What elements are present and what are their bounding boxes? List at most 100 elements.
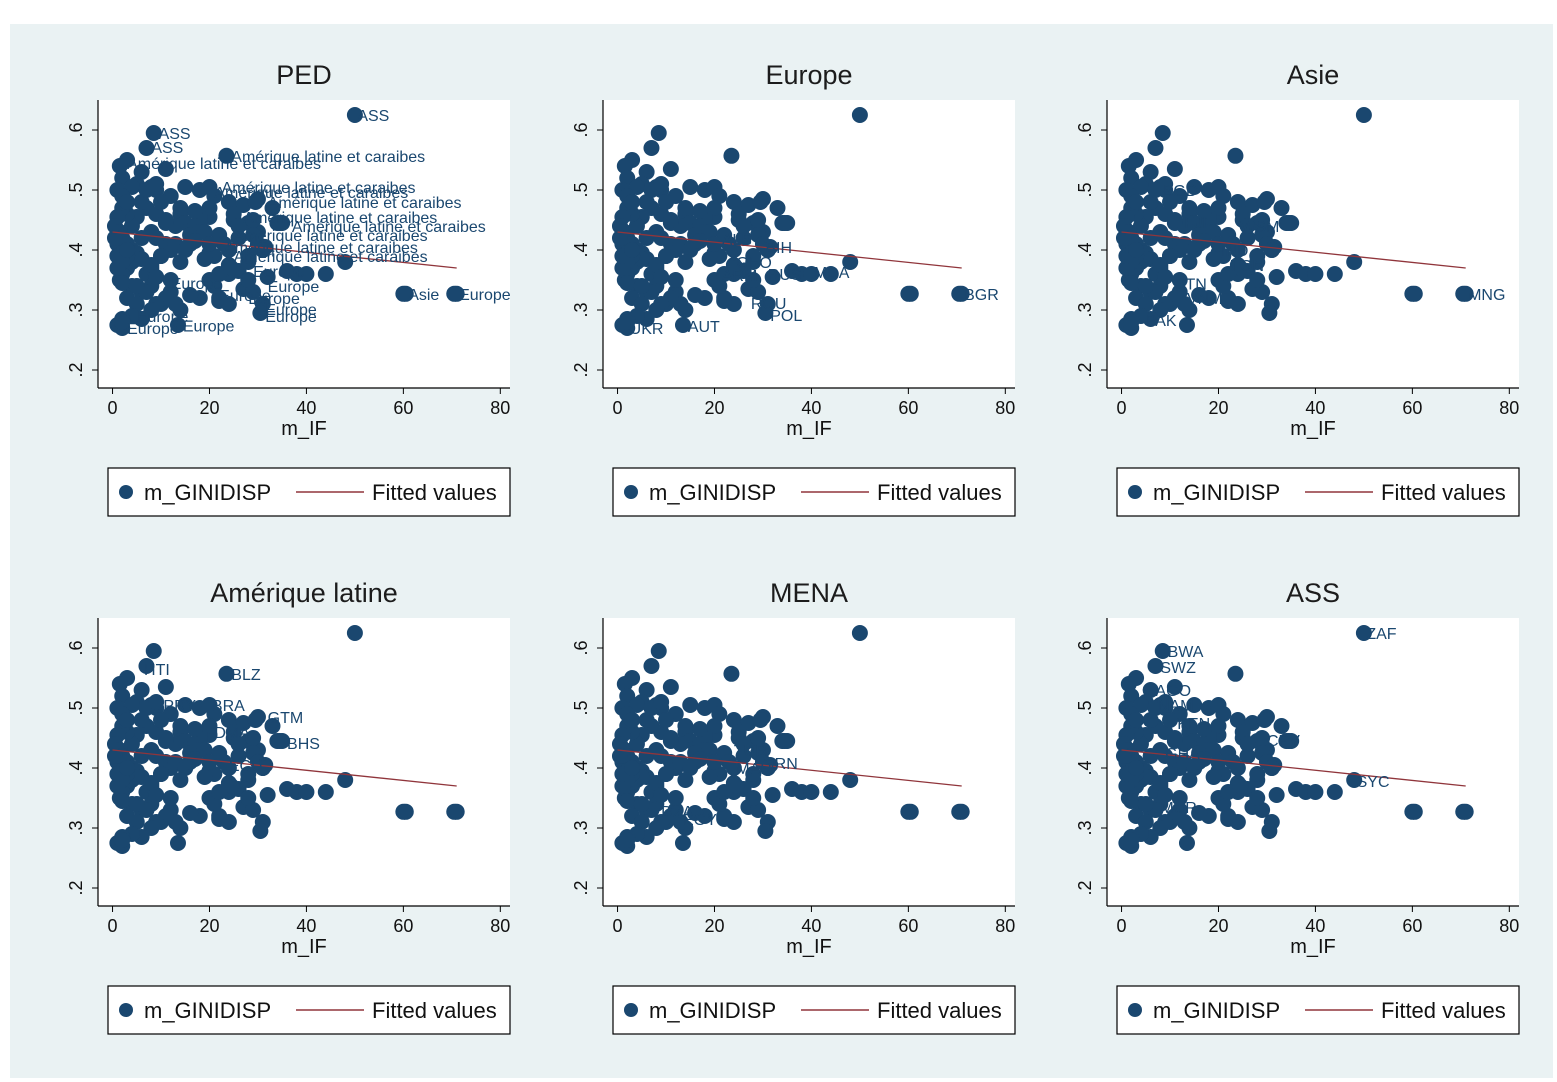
data-point bbox=[145, 643, 162, 659]
point-label: SWZ bbox=[1160, 660, 1196, 677]
data-point bbox=[148, 748, 165, 764]
data-point bbox=[1215, 796, 1232, 812]
point-label: AGO bbox=[1155, 683, 1191, 700]
data-point bbox=[750, 212, 767, 228]
point-label: Amérique latine et caraibes bbox=[214, 185, 408, 202]
data-point bbox=[643, 658, 660, 674]
fit-line bbox=[1121, 231, 1466, 269]
x-tick-label: 40 bbox=[296, 398, 316, 418]
point-label: Amérique latine et caraibes bbox=[224, 240, 418, 257]
point-label: RUS bbox=[768, 267, 802, 284]
point-label: GHA bbox=[1165, 746, 1200, 763]
data-point bbox=[182, 287, 199, 303]
data-point bbox=[735, 218, 752, 234]
data-point bbox=[1181, 254, 1198, 270]
data-point bbox=[1142, 194, 1159, 210]
fit-line bbox=[112, 749, 457, 787]
y-tick-label: .3 bbox=[571, 820, 591, 835]
panel-3: Amérique latine .2 .3 .4 .5 .6 0 20 40 60 80 m_IF HT… bbox=[66, 578, 511, 1035]
data-point bbox=[769, 200, 786, 216]
data-point bbox=[616, 158, 633, 174]
data-point bbox=[1118, 260, 1135, 276]
data-point bbox=[186, 721, 203, 737]
data-point bbox=[1178, 317, 1195, 333]
data-point bbox=[1181, 200, 1198, 216]
x-axis-label: m_IF bbox=[281, 936, 327, 958]
point-label: BHS bbox=[287, 736, 320, 753]
data-point bbox=[143, 257, 160, 273]
data-point bbox=[346, 625, 363, 641]
data-point bbox=[677, 200, 694, 216]
data-point bbox=[667, 272, 684, 288]
legend-marker bbox=[1128, 1003, 1142, 1017]
data-point bbox=[114, 832, 131, 848]
data-point bbox=[298, 784, 315, 800]
data-point bbox=[662, 730, 679, 746]
data-point bbox=[114, 314, 131, 330]
data-point bbox=[1123, 275, 1140, 291]
data-point bbox=[259, 787, 276, 803]
data-point bbox=[803, 784, 820, 800]
point-label: BGR bbox=[964, 287, 999, 304]
data-point bbox=[745, 766, 762, 782]
data-point bbox=[616, 676, 633, 692]
x-tick-label: 80 bbox=[1499, 398, 1519, 418]
data-point bbox=[900, 285, 917, 302]
legend-label-line: Fitted values bbox=[1381, 998, 1506, 1023]
data-point bbox=[900, 803, 917, 820]
data-point bbox=[1280, 733, 1297, 749]
data-point bbox=[162, 790, 179, 806]
point-label: Amérique latine et caraibes bbox=[234, 249, 428, 266]
data-point bbox=[206, 706, 223, 722]
panel-2: Asie .2 .3 .4 .5 .6 0 20 40 60 80 m_IF BGD FJI WSM INDT… bbox=[1075, 60, 1520, 517]
data-point bbox=[745, 272, 762, 288]
data-point bbox=[619, 832, 636, 848]
point-label: Asie bbox=[408, 287, 439, 304]
legend-label-marker: m_GINIDISP bbox=[1153, 480, 1280, 505]
point-label: WSM bbox=[1240, 219, 1279, 236]
point-label: Europe bbox=[268, 279, 320, 296]
y-tick-label: .5 bbox=[571, 700, 591, 715]
data-point bbox=[711, 706, 728, 722]
data-point bbox=[1256, 712, 1273, 728]
point-label: ZAF bbox=[1366, 626, 1396, 643]
data-point bbox=[653, 787, 670, 803]
data-point bbox=[728, 778, 745, 794]
data-point bbox=[628, 218, 645, 234]
point-label: Amérique latine et caraibes bbox=[222, 180, 416, 197]
y-tick-label: .2 bbox=[66, 880, 86, 895]
data-point bbox=[230, 230, 247, 246]
data-point bbox=[1128, 194, 1145, 210]
data-point bbox=[1171, 790, 1188, 806]
data-point bbox=[701, 251, 718, 267]
data-point bbox=[691, 203, 708, 219]
point-label: MAR bbox=[736, 761, 772, 778]
data-point bbox=[851, 625, 868, 641]
x-tick-label: 20 bbox=[1208, 398, 1228, 418]
data-point bbox=[764, 787, 781, 803]
point-label: AUT bbox=[688, 319, 720, 336]
data-point bbox=[723, 665, 740, 682]
data-point bbox=[611, 230, 628, 246]
y-tick-label: .4 bbox=[1075, 242, 1095, 257]
data-point bbox=[711, 188, 728, 204]
x-axis-label: m_IF bbox=[786, 936, 832, 958]
data-point bbox=[157, 730, 174, 746]
data-point bbox=[119, 242, 136, 258]
y-tick-label: .3 bbox=[1075, 820, 1095, 835]
data-point bbox=[658, 712, 675, 728]
data-point bbox=[245, 730, 262, 746]
data-point bbox=[1142, 712, 1159, 728]
data-point bbox=[1157, 230, 1174, 246]
data-point bbox=[111, 158, 128, 174]
data-point bbox=[1268, 269, 1285, 285]
data-point bbox=[1137, 796, 1154, 812]
data-point bbox=[177, 179, 194, 195]
point-label: IND bbox=[1221, 243, 1249, 260]
point-label: BGD bbox=[1163, 183, 1198, 200]
data-point bbox=[1249, 272, 1266, 288]
y-tick-label: .4 bbox=[571, 242, 591, 257]
y-tick-label: .5 bbox=[66, 182, 86, 197]
data-point bbox=[677, 718, 694, 734]
